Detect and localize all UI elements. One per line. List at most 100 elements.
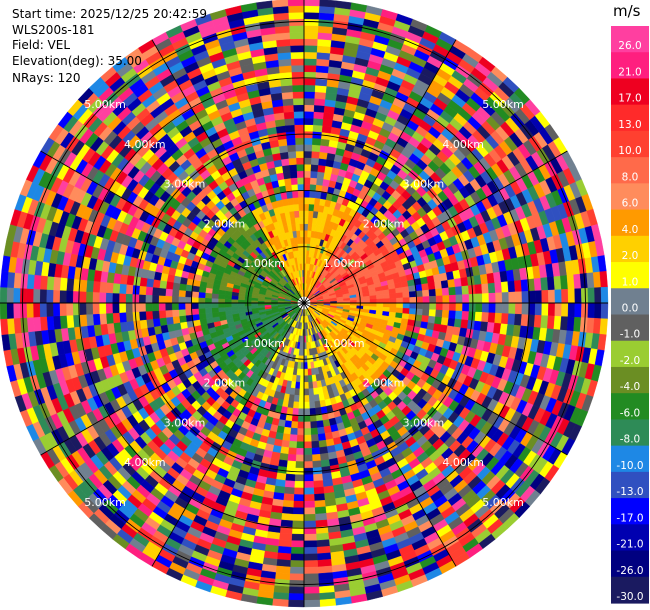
ppi-gate-cell xyxy=(316,51,331,61)
ppi-gate-cell xyxy=(285,473,296,482)
ppi-gate-cell xyxy=(284,420,292,429)
ppi-gate-cell xyxy=(461,311,470,321)
ppi-gate-cell xyxy=(33,274,42,290)
ppi-gate-cell xyxy=(191,308,200,315)
ppi-gate-cell xyxy=(289,560,305,568)
ppi-gate-cell xyxy=(79,279,88,292)
ppi-gate-cell xyxy=(198,307,206,315)
ppi-gate-cell xyxy=(295,447,305,456)
ppi-gate-cell xyxy=(303,197,310,205)
ppi-gate-cell xyxy=(313,111,325,120)
ppi-gate-cell xyxy=(311,157,320,166)
ppi-gate-cell xyxy=(92,280,101,293)
ppi-gate-cell xyxy=(310,170,319,179)
ppi-gate-cell xyxy=(319,452,330,461)
ppi-gate-cell xyxy=(308,197,316,205)
ppi-gate-cell xyxy=(311,440,320,449)
ppi-gate-cell xyxy=(462,302,470,312)
ppi-gate-cell xyxy=(293,394,300,403)
ppi-gate-cell xyxy=(448,302,457,312)
ppi-gate-cell xyxy=(495,292,503,304)
ppi-gate-cell xyxy=(303,223,309,231)
ppi-gate-cell xyxy=(315,78,328,87)
ppi-gate-cell xyxy=(217,298,226,304)
ppi-gate-cell xyxy=(316,171,325,180)
ppi-gate-cell xyxy=(298,388,305,396)
ppi-gate-cell xyxy=(278,539,292,548)
ppi-gate-cell xyxy=(488,302,496,314)
ppi-gate-cell xyxy=(145,294,153,304)
ppi-gate-cell xyxy=(316,45,332,54)
ppi-gate-cell xyxy=(65,302,74,316)
ppi-gate-cell xyxy=(292,507,305,515)
ppi-gate-cell xyxy=(567,302,576,318)
ppi-gate-cell xyxy=(79,302,87,316)
ppi-gate-cell xyxy=(125,302,133,313)
ppi-gate-cell xyxy=(288,440,297,449)
ppi-gate-cell xyxy=(204,292,213,299)
ppi-gate-cell xyxy=(599,270,608,288)
ppi-gate-cell xyxy=(441,310,450,319)
ppi-gate-cell xyxy=(292,407,299,416)
ppi-gate-cell xyxy=(396,297,404,304)
ppi-gate-cell xyxy=(303,368,309,376)
ppi-gate-cell xyxy=(475,302,483,313)
ppi-gate-cell xyxy=(312,124,323,133)
ppi-gate-cell xyxy=(299,381,305,390)
ppi-gate-cell xyxy=(494,312,503,324)
ppi-gate-cell xyxy=(427,282,436,291)
ppi-gate-cell xyxy=(293,494,305,502)
ppi-gate-cell xyxy=(299,368,305,376)
ppi-gate-cell xyxy=(421,315,430,323)
ppi-gate-cell xyxy=(312,473,323,482)
ppi-gate-cell xyxy=(314,91,327,100)
ppi-gate-cell xyxy=(553,315,562,331)
ppi-gate-cell xyxy=(318,446,329,455)
ppi-gate-cell xyxy=(151,310,160,320)
ppi-gate-cell xyxy=(295,461,305,469)
ppi-gate-cell xyxy=(376,294,384,300)
ppi-gate-cell xyxy=(85,302,94,315)
ppi-gate-cell xyxy=(310,164,319,172)
ppi-gate-cell xyxy=(560,316,569,331)
ppi-gate-cell xyxy=(561,302,569,318)
ppi-gate-cell xyxy=(165,281,174,290)
ppi-gate-cell xyxy=(447,317,456,328)
ppi-gate-cell xyxy=(192,313,200,321)
ppi-gate-cell xyxy=(308,203,315,212)
ppi-gate-cell xyxy=(454,286,463,296)
ppi-gate-cell xyxy=(316,58,330,67)
ppi-gate-cell xyxy=(151,294,160,304)
ppi-gate-cell xyxy=(303,84,316,93)
ppi-gate-cell xyxy=(303,38,319,46)
ppi-gate-cell xyxy=(231,306,239,311)
ppi-gate-cell xyxy=(580,302,589,319)
ppi-gate-cell xyxy=(303,441,312,449)
ppi-gate-cell xyxy=(303,388,310,396)
ppi-gate-cell xyxy=(224,306,232,312)
ppi-gate-cell xyxy=(487,312,496,324)
ppi-gate-cell xyxy=(296,434,305,443)
ppi-gate-cell xyxy=(307,368,312,376)
ppi-gate-cell xyxy=(508,291,516,304)
ppi-gate-cell xyxy=(303,157,312,165)
ppi-gate-cell xyxy=(382,298,391,304)
ppi-gate-cell xyxy=(164,302,173,311)
ppi-gate-cell xyxy=(316,545,331,555)
ppi-gate-cell xyxy=(158,287,167,296)
ppi-gate-cell xyxy=(440,280,449,289)
ppi-gate-cell xyxy=(508,302,516,315)
ppi-gate-cell xyxy=(237,305,246,311)
ppi-gate-cell xyxy=(32,288,41,304)
ppi-gate-cell xyxy=(211,302,219,309)
ppi-gate-cell xyxy=(429,302,437,311)
ppi-gate-cell xyxy=(303,64,317,73)
ppi-gate-cell xyxy=(138,302,146,312)
ppi-gate-cell xyxy=(408,308,417,315)
ppi-gate-cell xyxy=(217,306,226,313)
ppi-gate-cell xyxy=(281,506,294,515)
ppi-gate-cell xyxy=(303,58,318,66)
ppi-gate-cell xyxy=(580,287,589,304)
ppi-gate-cell xyxy=(287,447,297,456)
ppi-gate-cell xyxy=(402,307,410,315)
